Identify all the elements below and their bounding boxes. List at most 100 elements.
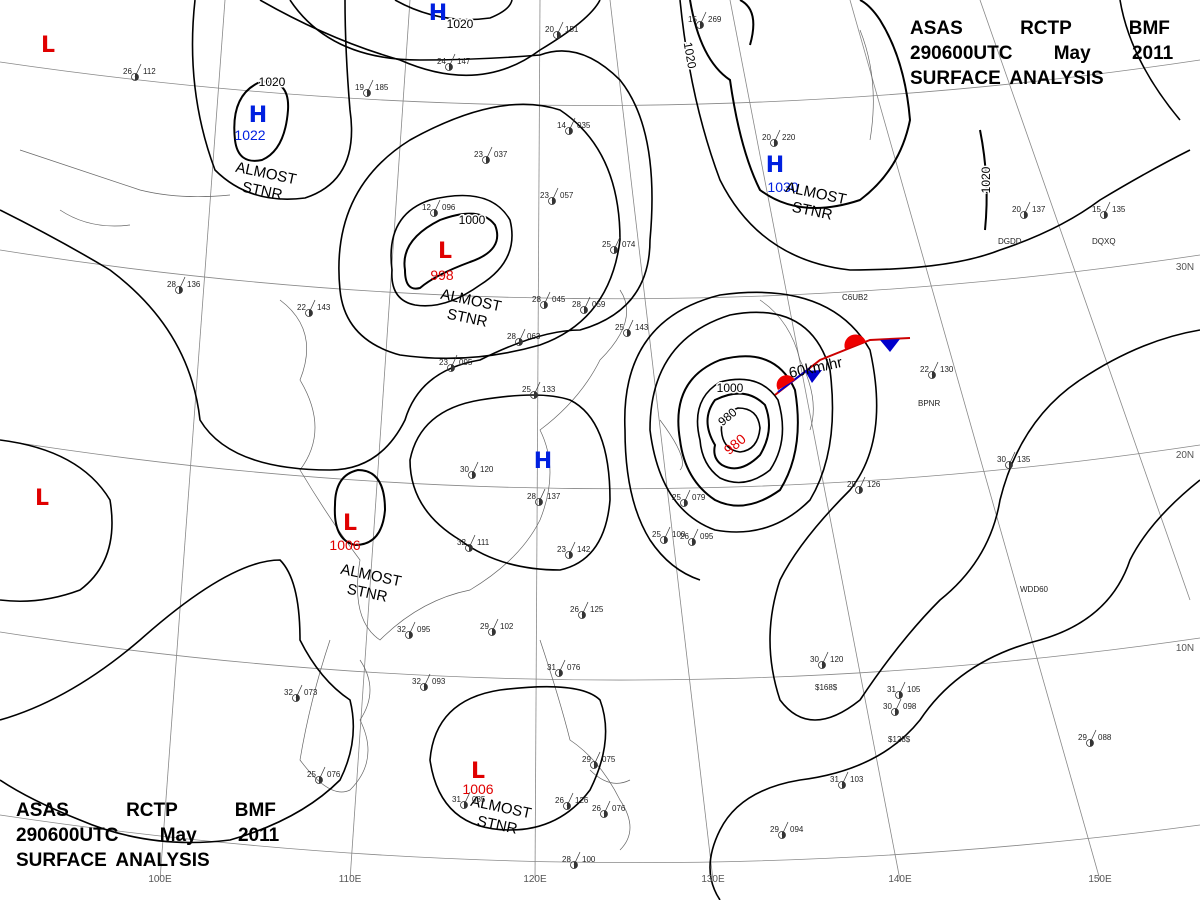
wind-barb — [491, 618, 499, 633]
station-pressure: 135 — [1112, 205, 1126, 214]
isobar — [649, 311, 834, 533]
wind-barb — [583, 296, 591, 311]
station-pressure: 076 — [327, 770, 341, 779]
longitude-line — [159, 0, 226, 881]
ship-id: $168$ — [815, 683, 838, 692]
station-pressure: 142 — [577, 545, 591, 554]
header-text: ASAS RCTP BMF — [910, 18, 1170, 39]
wind-barb — [613, 236, 621, 251]
wind-barb — [568, 541, 576, 556]
station-temperature: 31 — [830, 775, 839, 784]
station-pressure: 095 — [700, 532, 714, 541]
cold-front-symbol — [805, 370, 822, 383]
header-text: 290600UTC May 2011 — [910, 43, 1174, 64]
station-temperature: 32 — [284, 688, 293, 697]
station-temperature: 23 — [557, 545, 566, 554]
isobar — [689, 0, 912, 209]
station-temperature: 28 — [507, 332, 516, 341]
footer-text: 290600UTC May 2011 — [16, 825, 280, 846]
latitude-label: 30N — [1176, 262, 1194, 273]
wind-barb — [603, 800, 611, 815]
wind-barb — [551, 187, 559, 202]
station-temperature: 30 — [883, 702, 892, 711]
pressure-center-symbol: L — [471, 759, 485, 784]
wind-barb — [568, 117, 576, 132]
wind-barb — [448, 53, 456, 68]
station-pressure: 095 — [459, 358, 473, 367]
station-pressure: 074 — [622, 240, 636, 249]
isobar — [679, 0, 1191, 271]
station-pressure: 126 — [575, 796, 589, 805]
wind-barb — [471, 461, 479, 476]
station-pressure: 269 — [708, 15, 722, 24]
isobar — [624, 291, 1200, 721]
station-pressure: 133 — [542, 385, 556, 394]
station-temperature: 24 — [437, 57, 446, 66]
station-temperature: 19 — [355, 83, 364, 92]
wind-barb — [691, 528, 699, 543]
wind-barb — [408, 621, 416, 636]
isobar-label: 1020 — [259, 75, 286, 89]
station-temperature: 26 — [592, 804, 601, 813]
wind-barb — [134, 63, 142, 78]
wind-barb — [1089, 729, 1097, 744]
station-temperature: 28 — [532, 295, 541, 304]
central-pressure: 998 — [430, 267, 454, 283]
station-pressure: 100 — [672, 530, 686, 539]
station-pressure: 073 — [304, 688, 318, 697]
station-pressure: 076 — [612, 804, 626, 813]
wind-barb — [468, 534, 476, 549]
wind-barb — [463, 791, 471, 806]
isobar-label: 1020 — [447, 17, 474, 31]
station-temperature: 23 — [439, 358, 448, 367]
station-pressure: 111 — [477, 538, 490, 547]
pressure-center-symbol: H — [429, 1, 447, 26]
isobar — [394, 0, 513, 21]
isobar — [0, 439, 113, 602]
station-temperature: 31 — [547, 663, 556, 672]
wind-barb — [538, 488, 546, 503]
station-pressure: 075 — [602, 755, 616, 764]
isobar — [1119, 0, 1181, 121]
wind-barb — [931, 361, 939, 376]
warm-front-symbol — [776, 375, 795, 390]
isobar-label: 1000 — [459, 213, 486, 227]
isobar — [696, 378, 784, 484]
station-pressure: 096 — [442, 203, 456, 212]
central-pressure: 1030 — [767, 179, 798, 195]
station-pressure: 137 — [1032, 205, 1046, 214]
wind-barb — [450, 354, 458, 369]
wind-barb — [366, 79, 374, 94]
isobar — [677, 355, 799, 507]
wind-barb — [556, 21, 564, 36]
station-pressure: 095 — [417, 625, 431, 634]
station-temperature: 26 — [123, 67, 132, 76]
station-temperature: 15 — [1092, 205, 1101, 214]
station-temperature: 32 — [457, 538, 466, 547]
wind-barb — [318, 766, 326, 781]
coastline — [299, 639, 371, 793]
isobar — [191, 0, 353, 200]
warm-front-symbol — [844, 334, 866, 349]
wind-barb — [1023, 201, 1031, 216]
wind-barb — [573, 851, 581, 866]
longitude-label: 150E — [1088, 874, 1112, 885]
station-temperature: 20 — [1012, 205, 1021, 214]
wind-barb — [1103, 201, 1111, 216]
station-temperature: 22 — [297, 303, 306, 312]
longitude-line — [609, 0, 714, 881]
wind-barb — [663, 526, 671, 541]
station-temperature: 25 — [672, 493, 681, 502]
wind-barb — [533, 381, 541, 396]
wind-barb — [178, 276, 186, 291]
isobar — [259, 0, 601, 77]
station-temperature: 28 — [167, 280, 176, 289]
isobar — [0, 559, 355, 844]
station-temperature: 23 — [540, 191, 549, 200]
isobar — [720, 407, 761, 453]
wind-barb — [581, 601, 589, 616]
station-pressure: 079 — [692, 493, 706, 502]
station-temperature: 23 — [474, 150, 483, 159]
ship-id: WDD60 — [1020, 585, 1049, 594]
isobar-label: 1000 — [717, 381, 744, 395]
